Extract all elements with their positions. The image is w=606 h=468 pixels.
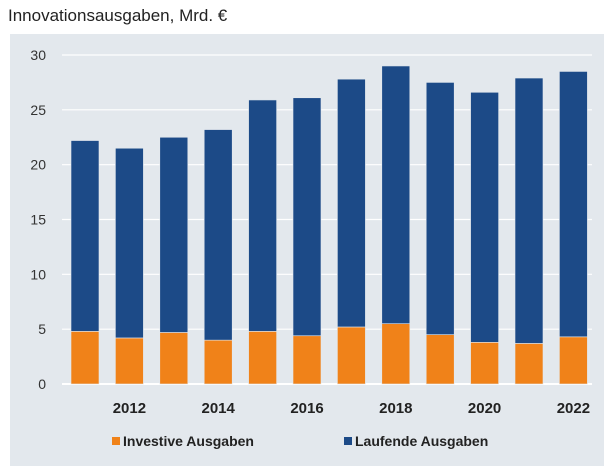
bar-investive-2019 <box>425 334 455 385</box>
bar-investive-2017 <box>337 326 366 385</box>
bar-laufende-2016 <box>292 97 322 337</box>
bar-investive-2016 <box>292 335 322 385</box>
bar-investive-2022 <box>559 336 588 385</box>
y-tick-label: 30 <box>30 47 46 63</box>
bar-laufende-2022 <box>559 71 588 338</box>
bar-laufende-2021 <box>514 77 544 344</box>
bar-laufende-2019 <box>425 82 455 335</box>
bar-laufende-2014 <box>203 129 233 341</box>
bar-investive-2021 <box>514 343 544 385</box>
bar-laufende-2017 <box>337 78 366 328</box>
x-tick-label: 2012 <box>113 400 146 417</box>
x-tick-label: 2014 <box>202 400 236 417</box>
y-tick-label: 15 <box>30 212 46 228</box>
y-tick-label: 5 <box>38 321 46 337</box>
chart-title: Innovationsausgaben, Mrd. € <box>8 6 228 25</box>
legend-swatch-0 <box>112 437 120 445</box>
bar-investive-2011 <box>70 331 100 385</box>
x-tick-label: 2018 <box>379 400 412 417</box>
legend-label: Investive Ausgaben <box>123 433 254 449</box>
bar-investive-2012 <box>115 337 144 385</box>
bar-investive-2013 <box>159 332 189 385</box>
y-tick-label: 25 <box>30 102 46 118</box>
y-tick-label: 0 <box>38 376 46 392</box>
y-tick-label: 10 <box>30 266 46 282</box>
y-tick-label: 20 <box>30 157 46 173</box>
bar-laufende-2013 <box>159 136 189 333</box>
bar-investive-2015 <box>248 331 277 385</box>
bar-investive-2020 <box>470 342 499 385</box>
bar-investive-2018 <box>381 323 411 385</box>
bar-laufende-2015 <box>248 99 277 332</box>
bar-investive-2014 <box>203 339 233 385</box>
legend-swatch-1 <box>344 437 352 445</box>
x-tick-label: 2016 <box>290 400 323 417</box>
x-tick-label: 2022 <box>557 400 590 417</box>
bar-laufende-2012 <box>115 147 144 339</box>
legend-label: Laufende Ausgaben <box>355 433 488 449</box>
x-tick-label: 2020 <box>468 400 501 417</box>
bar-laufende-2020 <box>470 91 499 343</box>
bar-laufende-2018 <box>381 65 411 324</box>
bar-laufende-2011 <box>70 140 100 332</box>
